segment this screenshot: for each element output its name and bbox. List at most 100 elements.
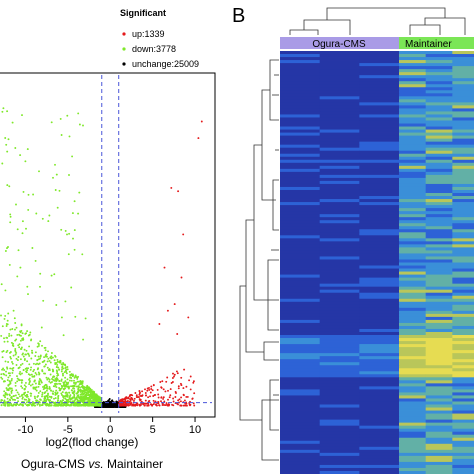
point-up	[182, 393, 185, 396]
point-down	[66, 378, 69, 381]
heatmap-cell	[452, 51, 474, 55]
point-down	[76, 377, 79, 380]
heatmap-cell	[280, 440, 321, 445]
heatmap-cell	[280, 325, 321, 330]
heatmap-cell	[359, 241, 400, 245]
point-down	[64, 366, 67, 369]
heatmap-cell	[425, 165, 453, 170]
heatmap-cell	[359, 132, 400, 136]
heatmap-cell	[280, 223, 321, 227]
heatmap-cell	[359, 226, 400, 230]
heatmap-cell	[319, 431, 360, 436]
point-down	[8, 185, 11, 188]
point-up	[161, 404, 164, 406]
heatmap-cell	[399, 365, 427, 369]
point-down	[58, 361, 61, 364]
heatmap-cell	[452, 205, 474, 209]
heatmap-cell	[399, 78, 427, 82]
heatmap-cell	[359, 359, 400, 363]
point-down	[82, 124, 84, 127]
heatmap-cell	[399, 141, 427, 146]
point-down	[29, 394, 32, 397]
heatmap-cell	[280, 262, 321, 266]
heatmap-cell	[452, 114, 474, 118]
point-unchange	[110, 399, 113, 402]
point-down	[49, 381, 52, 384]
point-down	[44, 395, 47, 398]
heatmap-cell	[425, 138, 453, 143]
heatmap-cell	[425, 235, 453, 239]
heatmap-cell	[399, 205, 427, 209]
point-down	[79, 397, 81, 400]
point-down	[61, 391, 64, 394]
heatmap-cell	[425, 220, 453, 224]
point-down	[73, 390, 76, 392]
point-up	[158, 323, 161, 325]
heatmap-cell	[280, 126, 321, 130]
heatmap-cell	[452, 374, 474, 378]
heatmap-cell	[359, 129, 400, 133]
heatmap-cell	[399, 117, 427, 121]
point-up	[152, 403, 155, 406]
heatmap-cell	[359, 286, 400, 291]
heatmap-cell	[399, 401, 427, 405]
point-down	[32, 370, 35, 373]
heatmap-cell	[425, 250, 453, 254]
point-down	[64, 369, 67, 372]
point-down	[2, 394, 5, 397]
heatmap-cell	[399, 75, 427, 79]
point-down	[28, 378, 30, 381]
heatmap-cell	[319, 347, 360, 351]
heatmap-cell	[359, 319, 400, 324]
point-down	[20, 346, 23, 349]
heatmap-cell	[425, 380, 453, 384]
heatmap-cell	[319, 180, 360, 185]
point-up	[162, 396, 165, 399]
heatmap-cell	[319, 211, 360, 215]
point-up	[171, 381, 174, 383]
heatmap-cell	[280, 105, 321, 109]
heatmap-cell	[425, 189, 453, 194]
point-down	[12, 395, 15, 398]
point-unchange	[122, 406, 124, 408]
heatmap-cell	[280, 84, 321, 88]
heatmap-cell	[399, 458, 427, 463]
heatmap-cell	[280, 455, 321, 460]
heatmap-cell	[399, 180, 427, 185]
point-down	[32, 403, 35, 406]
point-down	[20, 379, 23, 382]
point-down	[0, 404, 3, 407]
heatmap-cell	[359, 331, 400, 336]
heatmap-cell	[425, 331, 453, 336]
point-down	[77, 212, 80, 215]
point-down	[4, 289, 7, 292]
point-down	[39, 355, 42, 358]
heatmap-cell	[280, 54, 321, 58]
point-down	[34, 386, 37, 389]
point-down	[57, 366, 60, 369]
heatmap-cell	[280, 292, 321, 297]
point-down	[5, 370, 7, 373]
point-down	[55, 362, 58, 364]
heatmap-cell	[359, 380, 400, 384]
point-down	[22, 190, 25, 193]
heatmap-cell	[425, 350, 453, 354]
heatmap-cell	[452, 108, 474, 112]
heatmap-cell	[319, 208, 360, 212]
heatmap-cell	[280, 335, 321, 339]
heatmap-cell	[399, 87, 427, 91]
point-down	[25, 394, 28, 396]
heatmap-cell	[425, 75, 453, 79]
point-down	[16, 397, 19, 399]
point-down	[53, 359, 56, 362]
volcano-plot-frame	[0, 72, 216, 418]
point-down	[19, 339, 22, 342]
point-down	[60, 378, 63, 381]
heatmap-cell	[425, 389, 453, 393]
heatmap-cell	[359, 434, 400, 439]
heatmap-cell	[280, 259, 321, 263]
point-down	[73, 248, 76, 251]
point-down	[62, 367, 65, 370]
heatmap-cell	[399, 455, 427, 460]
point-down	[10, 357, 12, 360]
